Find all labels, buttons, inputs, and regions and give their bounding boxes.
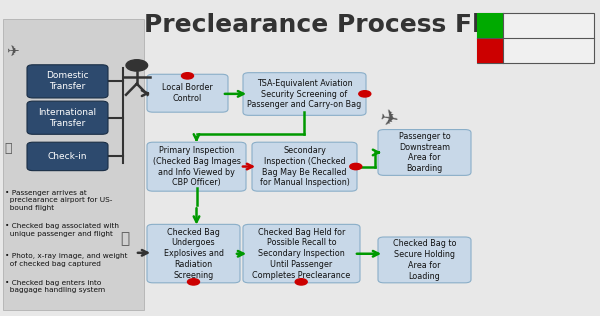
Circle shape [187,279,199,285]
Circle shape [359,91,371,97]
FancyBboxPatch shape [378,237,471,283]
Text: International
Transfer: International Transfer [38,108,97,128]
Text: Local Border
Control: Local Border Control [162,83,213,103]
FancyBboxPatch shape [27,142,108,171]
FancyBboxPatch shape [147,142,246,191]
Text: Primary Inspection
(Checked Bag Images
and Info Viewed by
CBP Officer): Primary Inspection (Checked Bag Images a… [152,146,241,187]
FancyBboxPatch shape [27,65,108,98]
FancyBboxPatch shape [252,142,357,191]
Text: TSA-Equivalent Aviation
Security Screening of
Passenger and Carry-on Bag: TSA-Equivalent Aviation Security Screeni… [247,79,362,109]
Text: Checked Bag to
Secure Holding
Area for
Loading: Checked Bag to Secure Holding Area for L… [393,239,456,281]
Text: 👥: 👥 [5,142,12,155]
FancyBboxPatch shape [477,13,594,63]
Text: Not cleared: Not cleared [508,46,554,55]
Text: Secondary
Inspection (Checked
Bag May Be Recalled
for Manual Inspection): Secondary Inspection (Checked Bag May Be… [260,146,349,187]
Text: • Passenger arrives at
  preclearance airport for US-
  bound flight: • Passenger arrives at preclearance airp… [5,190,112,211]
Text: Preclearance Process Flow: Preclearance Process Flow [144,13,521,37]
Text: • Checked bag enters into
  baggage handling system: • Checked bag enters into baggage handli… [5,280,105,294]
FancyBboxPatch shape [147,74,228,112]
FancyBboxPatch shape [378,130,471,175]
Text: ✈: ✈ [378,109,400,131]
FancyBboxPatch shape [147,224,240,283]
FancyBboxPatch shape [243,224,360,283]
FancyBboxPatch shape [477,13,503,38]
FancyBboxPatch shape [477,38,503,63]
Text: Checked Bag
Undergoes
Explosives and
Radiation
Screening: Checked Bag Undergoes Explosives and Rad… [163,228,223,280]
Text: Cleared to
next step: Cleared to next step [508,15,549,35]
Circle shape [350,163,362,170]
Text: • Photo, x-ray image, and weight
  of checked bag captured: • Photo, x-ray image, and weight of chec… [5,253,127,267]
Text: ✈: ✈ [6,45,19,60]
FancyBboxPatch shape [243,73,366,115]
Circle shape [126,60,148,71]
Text: Domestic
Transfer: Domestic Transfer [46,71,89,91]
Circle shape [295,279,307,285]
FancyBboxPatch shape [3,19,144,310]
Text: • Checked bag associated with
  unique passenger and flight: • Checked bag associated with unique pas… [5,223,119,237]
FancyBboxPatch shape [27,101,108,134]
Text: Check-in: Check-in [48,152,87,161]
Text: Checked Bag Held for
Possible Recall to
Secondary Inspection
Until Passenger
Com: Checked Bag Held for Possible Recall to … [253,228,350,280]
Text: Passenger to
Downstream
Area for
Boarding: Passenger to Downstream Area for Boardin… [398,132,451,173]
Text: 🧳: 🧳 [120,231,129,246]
Circle shape [182,73,193,79]
